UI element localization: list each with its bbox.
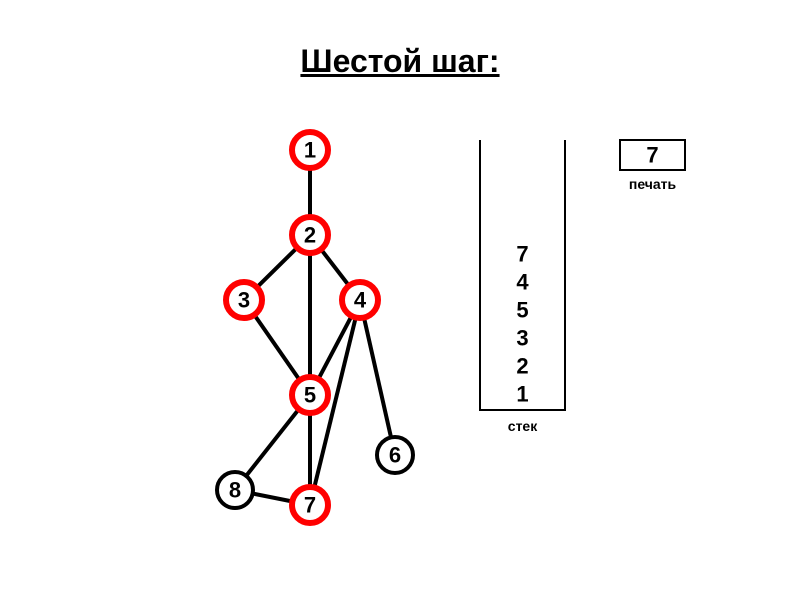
graph-node-label: 8 [229, 478, 241, 503]
graph-node-label: 1 [304, 138, 316, 163]
stack-item: 7 [516, 242, 528, 267]
graph-node-label: 7 [304, 493, 316, 518]
print-box: 7 печать [620, 140, 685, 192]
stack-label: стек [508, 418, 538, 434]
graph-node-label: 4 [354, 288, 367, 313]
print-box-label: печать [629, 176, 677, 192]
graph-edge [360, 300, 395, 455]
graph-node-label: 2 [304, 223, 316, 248]
diagram-canvas: 1 2 3 4 5 6 7 8 7 4 5 3 2 1 стек 7 печать [0, 0, 800, 600]
stack-item: 3 [516, 326, 528, 351]
stack-item: 2 [516, 354, 528, 379]
graph-edges [235, 150, 395, 505]
stack-box: 7 4 5 3 2 1 стек [480, 140, 565, 434]
graph-node-label: 6 [389, 443, 401, 468]
stack-item: 1 [516, 382, 528, 407]
graph-node-label: 3 [238, 288, 250, 313]
stack-item: 4 [516, 270, 529, 295]
print-box-value: 7 [646, 143, 658, 168]
graph-node-label: 5 [304, 383, 316, 408]
graph-nodes: 1 2 3 4 5 6 7 8 [217, 132, 413, 523]
stack-item: 5 [516, 298, 528, 323]
